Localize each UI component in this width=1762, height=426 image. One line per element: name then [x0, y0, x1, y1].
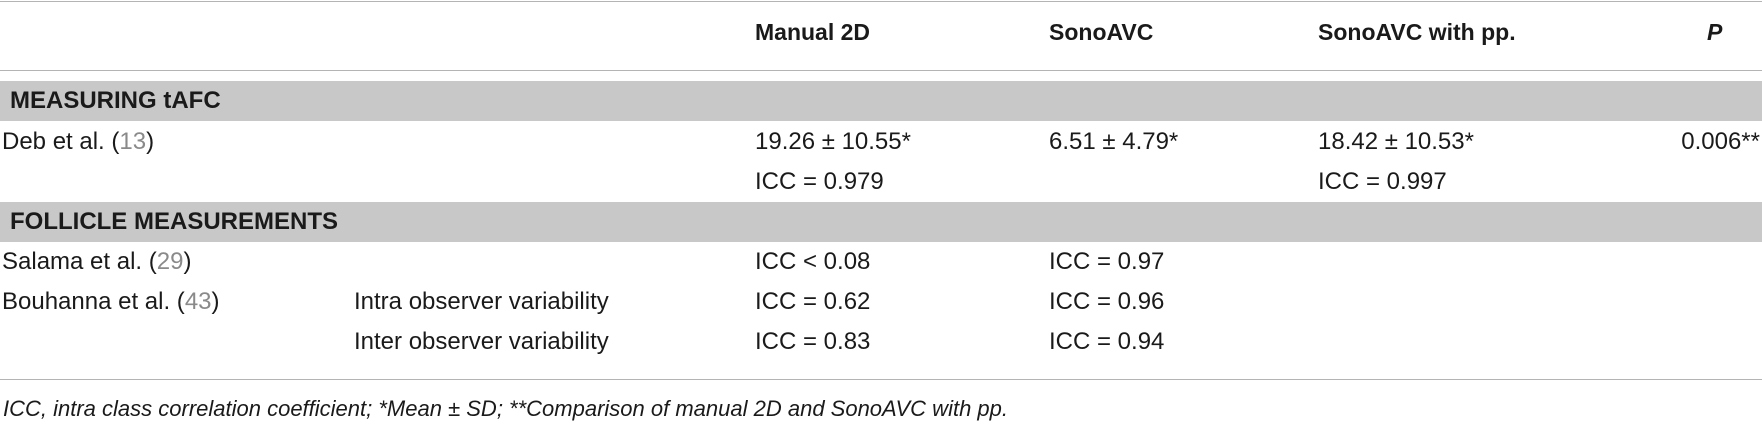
section-title: MEASURING tAFC	[10, 87, 221, 114]
table-bottom-rule	[0, 379, 1762, 380]
study-cell: Deb et al. (13)	[2, 128, 155, 155]
reference-number: 13	[119, 128, 147, 155]
study-name: Bouhanna et al.	[2, 288, 171, 315]
study-name: Salama et al.	[2, 248, 143, 275]
manual-2d-value: 19.26 ± 10.55*	[755, 128, 911, 155]
study-name: Deb et al.	[2, 128, 105, 155]
variability-label: Intra observer variability	[354, 288, 609, 315]
sonoavc-pp-icc: ICC = 0.997	[1318, 168, 1447, 195]
column-header-sonoavc: SonoAVC	[1049, 19, 1154, 45]
variability-label: Inter observer variability	[354, 328, 609, 355]
sonoavc-value: ICC = 0.96	[1049, 288, 1165, 315]
header-bottom-rule	[0, 70, 1762, 71]
p-value: 0.006**	[1681, 128, 1760, 155]
table-footnote: ICC, intra class correlation coefficient…	[3, 396, 1008, 421]
column-header-p-value: P	[1707, 19, 1723, 45]
manual-2d-icc: ICC = 0.979	[755, 168, 884, 195]
sonoavc-pp-value: 18.42 ± 10.53*	[1318, 128, 1474, 155]
manual-2d-value: ICC = 0.83	[755, 328, 871, 355]
table-top-rule	[0, 1, 1762, 2]
study-cell: Bouhanna et al. (43)	[2, 288, 220, 315]
sonoavc-value: ICC = 0.94	[1049, 328, 1165, 355]
manual-2d-value: ICC < 0.08	[755, 248, 871, 275]
column-header-manual-2d: Manual 2D	[755, 19, 871, 45]
study-cell: Salama et al. (29)	[2, 248, 192, 275]
manual-2d-value: ICC = 0.62	[755, 288, 871, 315]
reference-number: 29	[156, 248, 184, 275]
sonoavc-value: ICC = 0.97	[1049, 248, 1165, 275]
section-heading-follicle-measurements: FOLLICLE MEASUREMENTS	[0, 202, 1762, 242]
section-title: FOLLICLE MEASUREMENTS	[10, 208, 338, 235]
sonoavc-value: 6.51 ± 4.79*	[1049, 128, 1179, 155]
section-heading-measuring-tafc: MEASURING tAFC	[0, 81, 1762, 121]
reference-number: 43	[184, 288, 212, 315]
column-header-sonoavc-with-pp: SonoAVC with pp.	[1318, 19, 1516, 45]
